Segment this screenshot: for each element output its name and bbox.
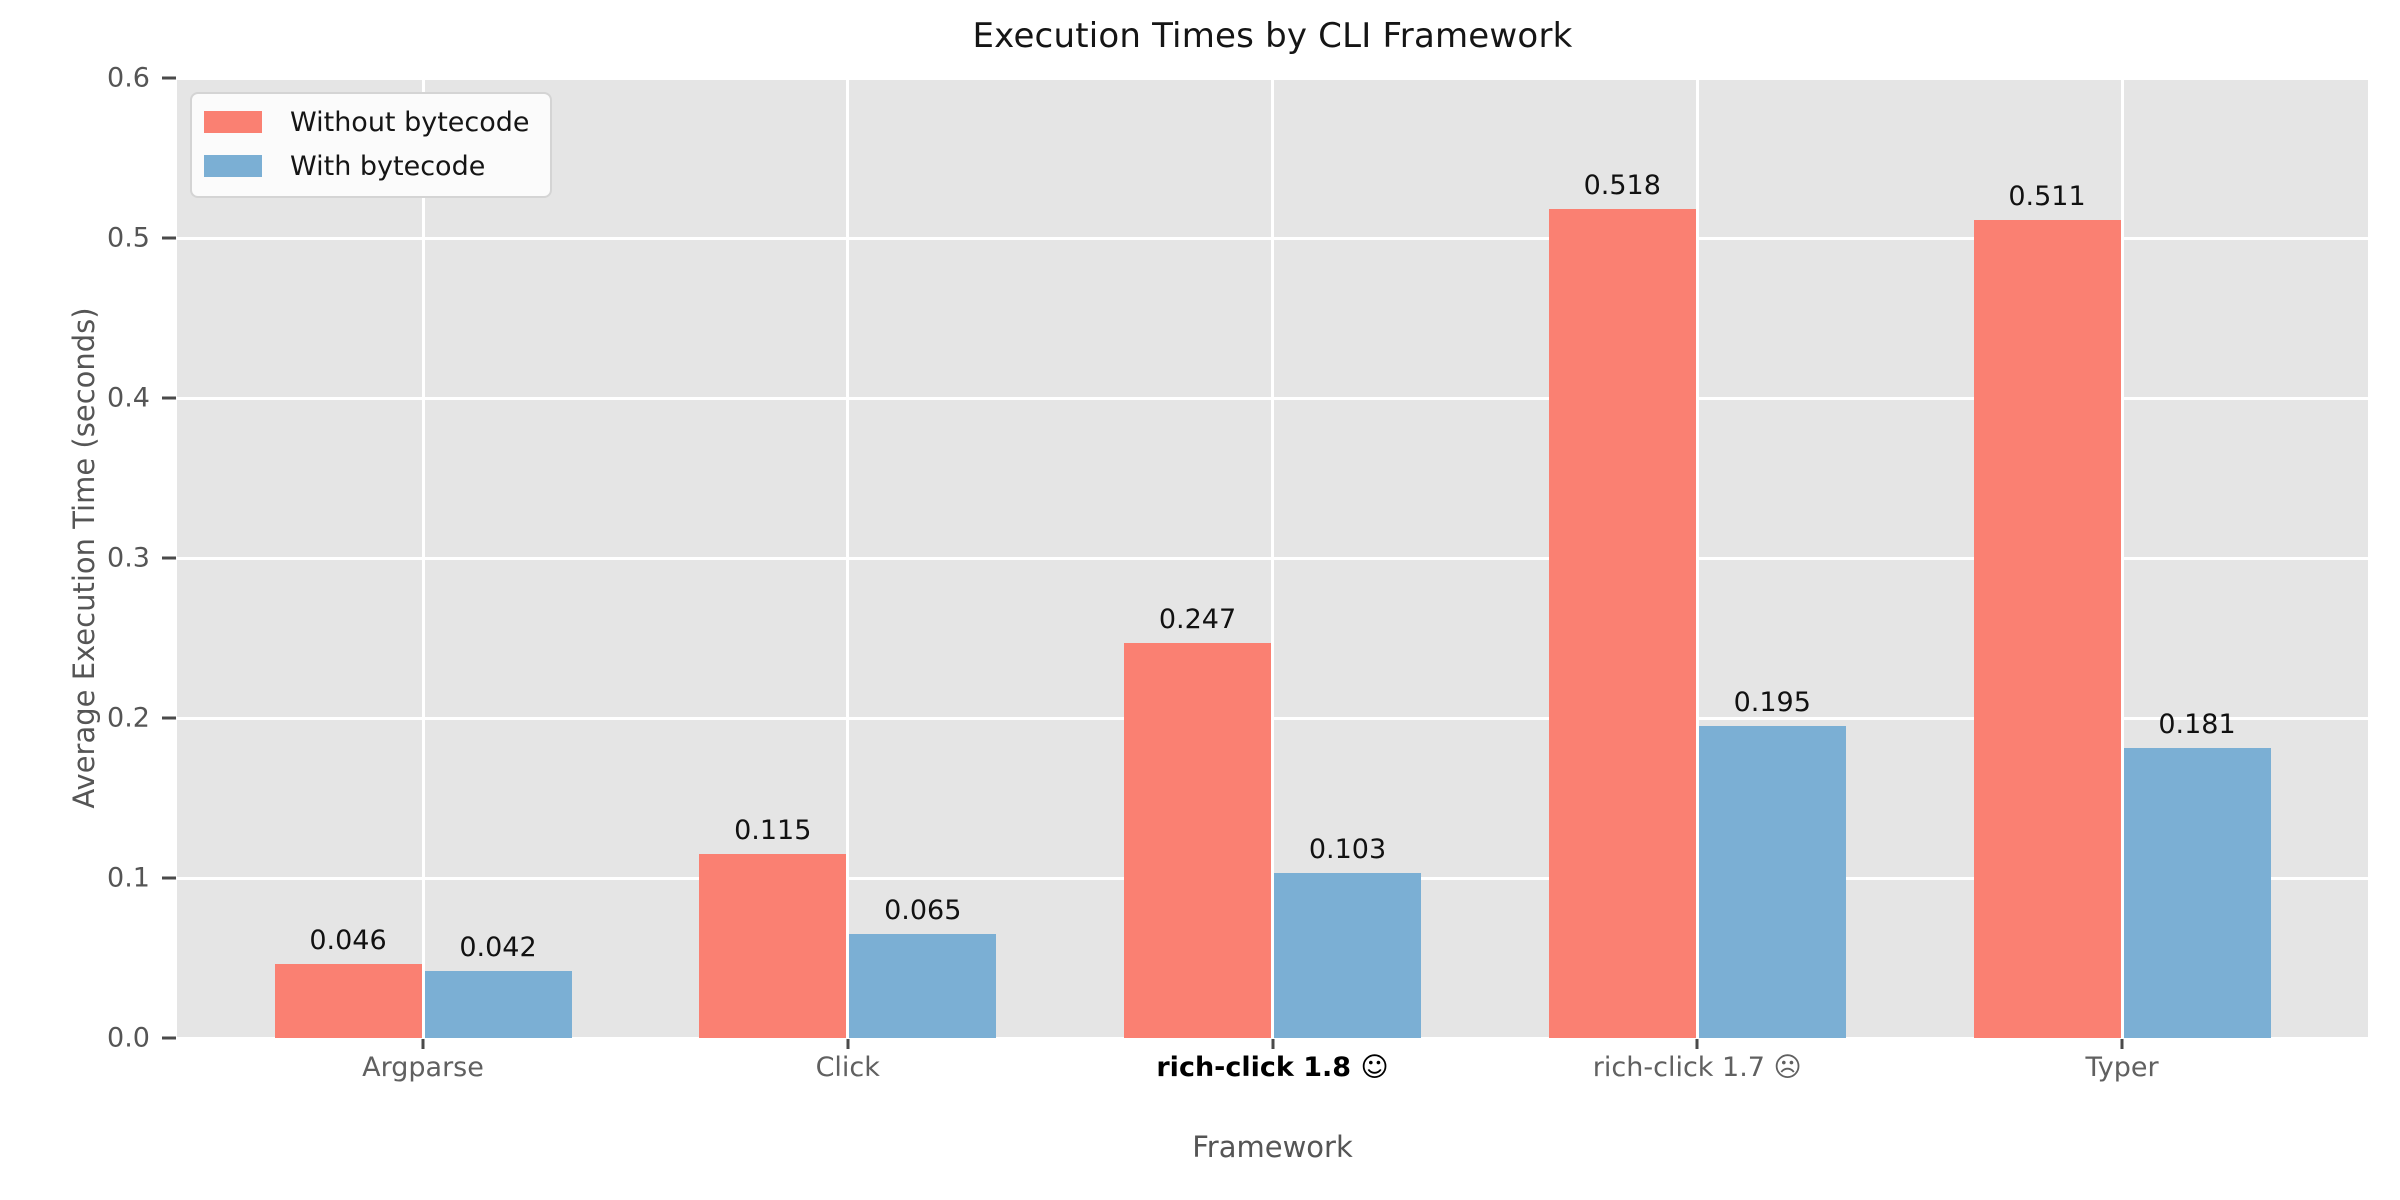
y-tick-label: 0.3 bbox=[107, 542, 150, 574]
bar-without-bytecode bbox=[699, 854, 847, 1038]
legend-item-without-bytecode: Without bytecode bbox=[204, 104, 530, 140]
x-tick-mark bbox=[421, 1039, 425, 1049]
bar-value-label: 0.247 bbox=[1158, 603, 1237, 635]
x-tick-label: Typer bbox=[2085, 1052, 2159, 1083]
y-tick-label: 0.5 bbox=[107, 222, 150, 254]
y-tick-mark bbox=[162, 556, 176, 560]
bar-with-bytecode bbox=[424, 970, 572, 1038]
y-tick-mark bbox=[162, 716, 176, 720]
legend-item-with-bytecode: With bytecode bbox=[204, 148, 530, 184]
legend-swatch-with-bytecode bbox=[204, 155, 262, 177]
y-tick-mark bbox=[162, 1036, 176, 1040]
x-axis-label: Framework bbox=[1192, 1130, 1353, 1164]
y-tick-mark bbox=[162, 76, 176, 80]
gridline-vertical bbox=[421, 78, 425, 1038]
bar-without-bytecode bbox=[1124, 642, 1271, 1038]
bar-value-label: 0.103 bbox=[1308, 834, 1387, 866]
gridline-vertical bbox=[846, 78, 850, 1038]
legend-label-without-bytecode: Without bytecode bbox=[290, 106, 530, 138]
gridline-vertical bbox=[1695, 78, 1699, 1038]
x-tick-label: Argparse bbox=[362, 1052, 484, 1083]
bar-with-bytecode bbox=[1274, 873, 1421, 1038]
bar-without-bytecode bbox=[1973, 220, 2121, 1038]
legend: Without bytecode With bytecode bbox=[190, 92, 552, 198]
y-tick-label: 0.2 bbox=[107, 702, 150, 734]
bar-value-label: 0.511 bbox=[2008, 181, 2086, 213]
x-tick-mark bbox=[2120, 1039, 2124, 1049]
x-tick-mark bbox=[1695, 1039, 1699, 1049]
x-tick-label: rich-click 1.7 ☹ bbox=[1592, 1052, 1802, 1083]
bar-value-label: 0.065 bbox=[884, 895, 962, 926]
bar-value-label: 0.195 bbox=[1733, 687, 1811, 718]
bar-value-label: 0.518 bbox=[1583, 170, 1661, 202]
bar-value-label: 0.042 bbox=[459, 931, 537, 963]
legend-swatch-without-bytecode bbox=[204, 111, 262, 133]
legend-label-with-bytecode: With bytecode bbox=[290, 150, 486, 182]
y-tick-label: 0.4 bbox=[107, 382, 150, 414]
y-tick-label: 0.1 bbox=[107, 862, 150, 894]
bar-with-bytecode bbox=[2123, 748, 2271, 1038]
x-tick-mark bbox=[1271, 1039, 1274, 1049]
x-tick-label: rich-click 1.8 ☺ bbox=[1156, 1052, 1389, 1083]
bar-value-label: 0.046 bbox=[309, 925, 387, 957]
gridline-vertical bbox=[2120, 78, 2124, 1038]
y-tick-label: 0.6 bbox=[107, 62, 150, 94]
y-tick-mark bbox=[162, 396, 176, 400]
gridline-horizontal bbox=[177, 1036, 2368, 1040]
bar-with-bytecode bbox=[849, 934, 997, 1038]
y-tick-mark bbox=[162, 876, 176, 880]
bar-without-bytecode bbox=[1548, 209, 1696, 1038]
y-tick-label: 0.0 bbox=[107, 1022, 150, 1054]
bar-without-bytecode bbox=[274, 964, 422, 1038]
y-tick-mark bbox=[162, 236, 176, 240]
x-tick-label: Click bbox=[815, 1052, 880, 1083]
chart-title: Execution Times by CLI Framework bbox=[972, 16, 1573, 56]
bar-value-label: 0.181 bbox=[2158, 709, 2236, 741]
plot-area: 0.046 0.115 0.247 0.518 0.511 0.042 0.065 0.103… bbox=[177, 76, 2368, 1040]
bar-with-bytecode bbox=[1698, 726, 1846, 1038]
bar-value-label: 0.115 bbox=[734, 815, 812, 846]
x-tick-mark bbox=[846, 1039, 850, 1049]
gridline-vertical bbox=[1271, 78, 1274, 1038]
